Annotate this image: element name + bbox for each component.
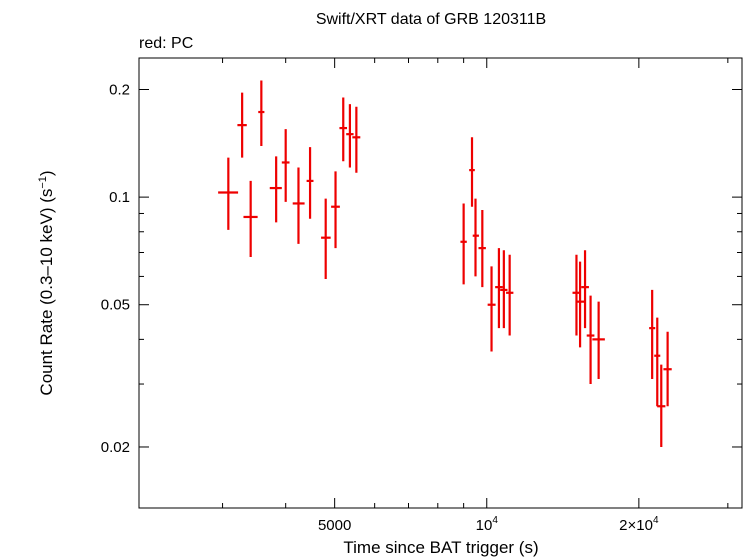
x-tick-label-sup: 4 xyxy=(492,515,498,526)
x-tick-label-base: 5000 xyxy=(318,517,351,534)
data-point xyxy=(654,317,661,407)
data-point xyxy=(218,157,239,230)
data-point xyxy=(469,137,475,207)
y-axis-label-main: Count Rate (0.3–10 keV) (s xyxy=(37,189,56,396)
chart-title: Swift/XRT data of GRB 120311B xyxy=(316,11,546,28)
data-point xyxy=(649,289,656,379)
data-point xyxy=(592,301,605,379)
data-point xyxy=(487,266,496,352)
data-point xyxy=(243,180,258,257)
data-point xyxy=(281,129,290,202)
data-point xyxy=(576,261,585,348)
plot-frame xyxy=(138,57,743,509)
data-point xyxy=(506,254,514,336)
x-tick-label: 104 xyxy=(476,515,499,534)
data-point xyxy=(352,106,361,173)
data-point xyxy=(321,198,331,280)
data-point xyxy=(258,80,265,146)
axis-ticks xyxy=(139,58,742,508)
y-tick-label: 0.02 xyxy=(101,439,130,456)
data-point xyxy=(495,248,503,329)
data-point xyxy=(478,210,486,288)
y-axis-label-sup: −1 xyxy=(37,176,49,189)
data-point xyxy=(292,167,305,244)
data-point xyxy=(346,104,354,168)
data-point xyxy=(331,171,340,249)
y-tick-label: 0.2 xyxy=(109,82,130,99)
data-point xyxy=(460,203,467,285)
data-point xyxy=(500,250,508,329)
chart-subtitle: red: PC xyxy=(139,35,193,52)
data-point xyxy=(586,295,595,385)
data-point xyxy=(657,364,666,447)
x-tick-label-sup: 4 xyxy=(653,515,659,526)
data-point xyxy=(306,147,314,219)
x-tick-label-base: 2×10 xyxy=(619,517,653,534)
x-tick-label: 5000 xyxy=(318,517,351,534)
y-axis-label-close: ) xyxy=(37,170,56,176)
x-tick-label: 2×104 xyxy=(619,515,659,534)
data-point xyxy=(581,250,589,329)
data-point xyxy=(237,92,247,158)
data-points xyxy=(218,80,672,447)
y-tick-label: 0.1 xyxy=(109,189,130,206)
data-point xyxy=(339,97,348,162)
x-axis-label: Time since BAT trigger (s) xyxy=(343,538,538,557)
data-point xyxy=(269,156,282,223)
y-axis-label: Count Rate (0.3–10 keV) (s−1) xyxy=(37,170,56,395)
y-tick-label: 0.05 xyxy=(101,297,130,314)
data-point xyxy=(663,331,672,407)
data-point xyxy=(472,198,479,277)
x-tick-label-base: 10 xyxy=(476,517,493,534)
